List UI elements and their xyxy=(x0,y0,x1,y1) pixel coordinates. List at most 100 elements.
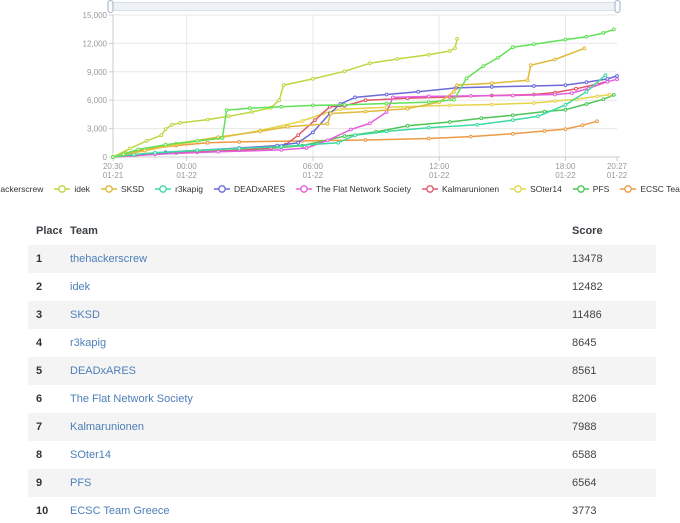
datazoom-handle-right[interactable] xyxy=(614,0,621,13)
legend-item-deadxares[interactable]: DEADxARES xyxy=(213,184,285,194)
legend-item-pfs[interactable]: PFS xyxy=(572,184,610,194)
score-cell: 8561 xyxy=(572,365,597,377)
score-cell: 3773 xyxy=(572,505,597,517)
x-axis-tick-time: 20:30 xyxy=(103,162,124,171)
legend-item-r3kapig[interactable]: r3kapig xyxy=(154,184,203,194)
table-row: 2 idek 12482 xyxy=(28,273,656,301)
team-cell: SOter14 xyxy=(62,441,564,469)
place-cell: 8 xyxy=(36,449,43,461)
legend-label: thehackerscrew xyxy=(0,184,44,194)
score-cell: 7988 xyxy=(572,421,597,433)
team-cell: PFS xyxy=(62,469,564,497)
place-cell: 9 xyxy=(36,477,43,489)
legend-line-marker-icon xyxy=(510,185,527,193)
legend-label: PFS xyxy=(592,184,610,194)
team-cell: r3kapig xyxy=(62,329,564,357)
legend-label: SOter14 xyxy=(530,184,562,194)
team-link[interactable]: SOter14 xyxy=(70,449,111,461)
team-cell: DEADxARES xyxy=(62,357,564,385)
legend-line-marker-icon xyxy=(620,185,637,193)
legend-label: SKSD xyxy=(120,184,145,194)
scoreboard-table-wrap: Place Team Score 1 thehackerscrew 13478 2 id… xyxy=(28,217,656,523)
place-cell: 1 xyxy=(36,253,43,265)
x-axis-tick-time: 12:00 xyxy=(429,162,450,171)
legend-item-ecsc-team-greece[interactable]: ECSC Team Greece xyxy=(619,184,680,194)
table-row: 9 PFS 6564 xyxy=(28,469,656,497)
series-r3kapig xyxy=(111,73,608,159)
legend-label: r3kapig xyxy=(175,184,203,194)
team-cell: The Flat Network Society xyxy=(62,385,564,413)
team-link[interactable]: r3kapig xyxy=(70,337,107,349)
legend-label: DEADxARES xyxy=(233,184,285,194)
legend-line-marker-icon xyxy=(155,185,172,193)
team-link[interactable]: SKSD xyxy=(70,309,100,321)
place-cell: 3 xyxy=(36,309,43,321)
x-axis-tick-date: 01-22 xyxy=(555,171,576,180)
score-cell: 6564 xyxy=(572,477,597,489)
place-cell: 5 xyxy=(36,365,43,377)
score-cell: 8645 xyxy=(572,337,597,349)
y-axis-tick-label: 6,000 xyxy=(87,96,108,105)
place-cell: 10 xyxy=(36,505,49,517)
datazoom-handle-left[interactable] xyxy=(107,0,114,13)
team-link[interactable]: The Flat Network Society xyxy=(70,393,193,405)
chart-legend: thehackerscrew idek SKSD r3kapig DEADxARES Th… xyxy=(0,182,680,196)
legend-label: ECSC Team Greece xyxy=(640,184,680,194)
legend-item-sksd[interactable]: SKSD xyxy=(100,184,144,194)
place-cell: 2 xyxy=(36,281,43,293)
team-link[interactable]: thehackerscrew xyxy=(70,253,148,265)
legend-line-marker-icon xyxy=(100,185,117,193)
team-link[interactable]: Kalmarunionen xyxy=(70,421,144,433)
x-axis-tick-date: 01-22 xyxy=(303,171,324,180)
team-link[interactable]: PFS xyxy=(70,477,92,489)
place-cell: 7 xyxy=(36,421,43,433)
legend-label: Kalmarunionen xyxy=(441,184,500,194)
score-cell: 8206 xyxy=(572,393,597,405)
legend-item-idek[interactable]: idek xyxy=(53,184,90,194)
series-the-flat-network-society xyxy=(111,77,619,159)
table-header-row: Place Team Score xyxy=(28,217,656,245)
y-axis-tick-label: 15,000 xyxy=(83,11,108,20)
score-cell: 13478 xyxy=(572,253,603,265)
table-row: 6 The Flat Network Society 8206 xyxy=(28,385,656,413)
team-cell: thehackerscrew xyxy=(62,245,564,273)
team-cell: idek xyxy=(62,273,564,301)
legend-label: The Flat Network Society xyxy=(316,184,411,194)
legend-item-kalmarunionen[interactable]: Kalmarunionen xyxy=(421,184,499,194)
team-cell: SKSD xyxy=(62,301,564,329)
datazoom-track[interactable] xyxy=(110,2,618,11)
score-cell: 6588 xyxy=(572,449,597,461)
legend-line-marker-icon xyxy=(54,185,71,193)
score-cell: 12482 xyxy=(572,281,603,293)
place-cell: 6 xyxy=(36,393,43,405)
table-row: 1 thehackerscrew 13478 xyxy=(28,245,656,273)
series-sksd xyxy=(111,46,587,159)
legend-item-the-flat-network-society[interactable]: The Flat Network Society xyxy=(295,184,411,194)
score-graph: 0 3,000 6,000 9,000 12,000 15,000 20:30 01-21 00… xyxy=(0,0,680,181)
table-row: 8 SOter14 6588 xyxy=(28,441,656,469)
legend-item-thehackerscrew[interactable]: thehackerscrew xyxy=(0,184,43,194)
legend-line-marker-icon xyxy=(572,185,589,193)
team-link[interactable]: idek xyxy=(70,281,91,293)
header-team: Team xyxy=(70,225,98,237)
y-axis-tick-label: 3,000 xyxy=(87,125,108,134)
scoreboard-table: Place Team Score 1 thehackerscrew 13478 2 id… xyxy=(28,217,656,523)
team-link[interactable]: ECSC Team Greece xyxy=(70,505,170,517)
datazoom-slider[interactable] xyxy=(107,0,621,13)
table-row: 10 ECSC Team Greece 3773 xyxy=(28,497,656,523)
legend-line-marker-icon xyxy=(213,185,230,193)
header-score: Score xyxy=(572,225,603,237)
legend-item-soter14[interactable]: SOter14 xyxy=(509,184,562,194)
series-deadxares xyxy=(111,74,619,159)
x-axis-tick-date: 01-22 xyxy=(607,171,628,180)
legend-line-marker-icon xyxy=(421,185,438,193)
x-axis-tick-date: 01-22 xyxy=(176,171,197,180)
team-cell: ECSC Team Greece xyxy=(62,497,564,523)
table-row: 3 SKSD 11486 xyxy=(28,301,656,329)
table-row: 4 r3kapig 8645 xyxy=(28,329,656,357)
score-cell: 11486 xyxy=(572,309,602,321)
team-link[interactable]: DEADxARES xyxy=(70,365,137,377)
team-cell: Kalmarunionen xyxy=(62,413,564,441)
